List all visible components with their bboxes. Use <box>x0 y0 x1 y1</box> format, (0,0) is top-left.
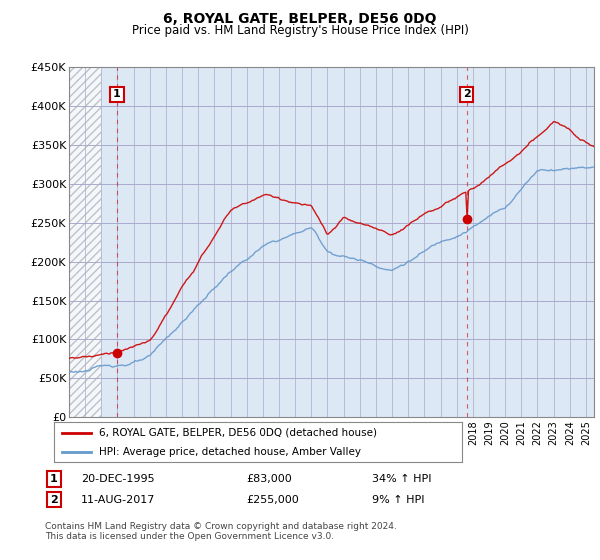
Text: 34% ↑ HPI: 34% ↑ HPI <box>372 474 431 484</box>
Text: 6, ROYAL GATE, BELPER, DE56 0DQ: 6, ROYAL GATE, BELPER, DE56 0DQ <box>163 12 437 26</box>
Bar <box>69 67 101 417</box>
Text: Price paid vs. HM Land Registry's House Price Index (HPI): Price paid vs. HM Land Registry's House … <box>131 24 469 36</box>
Text: 1: 1 <box>113 90 121 100</box>
Text: £255,000: £255,000 <box>246 494 299 505</box>
Text: HPI: Average price, detached house, Amber Valley: HPI: Average price, detached house, Ambe… <box>99 447 361 457</box>
Text: Contains HM Land Registry data © Crown copyright and database right 2024.
This d: Contains HM Land Registry data © Crown c… <box>45 522 397 542</box>
Text: 1: 1 <box>50 474 58 484</box>
Text: 2: 2 <box>463 90 470 100</box>
Text: £83,000: £83,000 <box>246 474 292 484</box>
Text: 11-AUG-2017: 11-AUG-2017 <box>81 494 155 505</box>
Text: 2: 2 <box>50 494 58 505</box>
Text: 6, ROYAL GATE, BELPER, DE56 0DQ (detached house): 6, ROYAL GATE, BELPER, DE56 0DQ (detache… <box>99 428 377 437</box>
Text: 20-DEC-1995: 20-DEC-1995 <box>81 474 155 484</box>
Text: 9% ↑ HPI: 9% ↑ HPI <box>372 494 425 505</box>
